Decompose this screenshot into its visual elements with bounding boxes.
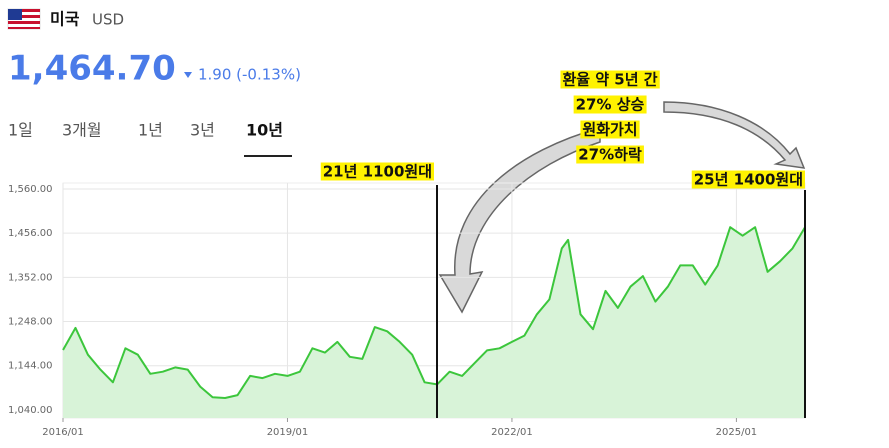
y-tick-label: 1,040.00 [8,405,53,416]
annotation: 25년 1400원대 [694,171,803,189]
annotation-bg [320,162,434,181]
annotation-bg [573,95,647,114]
x-tick-label: 2025/01 [716,427,758,438]
tab[interactable]: 3년 [190,121,215,140]
annotation-bg [580,120,640,139]
x-tick-label: 2016/01 [42,427,84,438]
y-tick-label: 1,144.00 [8,361,53,372]
y-tick-label: 1,560.00 [8,184,53,195]
tab[interactable]: 10년 [246,121,283,140]
area [63,227,805,418]
price: 1,464.70 [8,49,176,89]
annotation-bg [691,170,805,189]
y-tick-label: 1,456.00 [8,228,53,239]
annotation: 원화가치 [582,121,637,139]
annotation: 환율 약 5년 간 [562,71,657,89]
annotation: 27%하락 [578,146,642,164]
annotation-bg [576,145,644,164]
annotation: 27% 상승 [576,96,645,114]
annotation-bg [560,70,660,89]
flag [7,8,41,30]
y-tick-label: 1,352.00 [8,272,53,283]
tab[interactable]: 1년 [138,121,163,140]
change: 1.90 (-0.13%) [198,66,301,84]
tab[interactable]: 1일 [8,121,33,140]
annotation: 21년 1100원대 [323,163,432,181]
x-tick-label: 2022/01 [491,427,533,438]
down-arrow [184,72,192,78]
x-tick-label: 2019/01 [267,427,309,438]
y-tick-label: 1,248.00 [8,317,53,328]
tab-underline [244,155,292,157]
currency: USD [92,11,124,29]
tab[interactable]: 3개월 [62,121,102,140]
curved-arrow [663,101,806,169]
country: 미국 [50,10,80,29]
